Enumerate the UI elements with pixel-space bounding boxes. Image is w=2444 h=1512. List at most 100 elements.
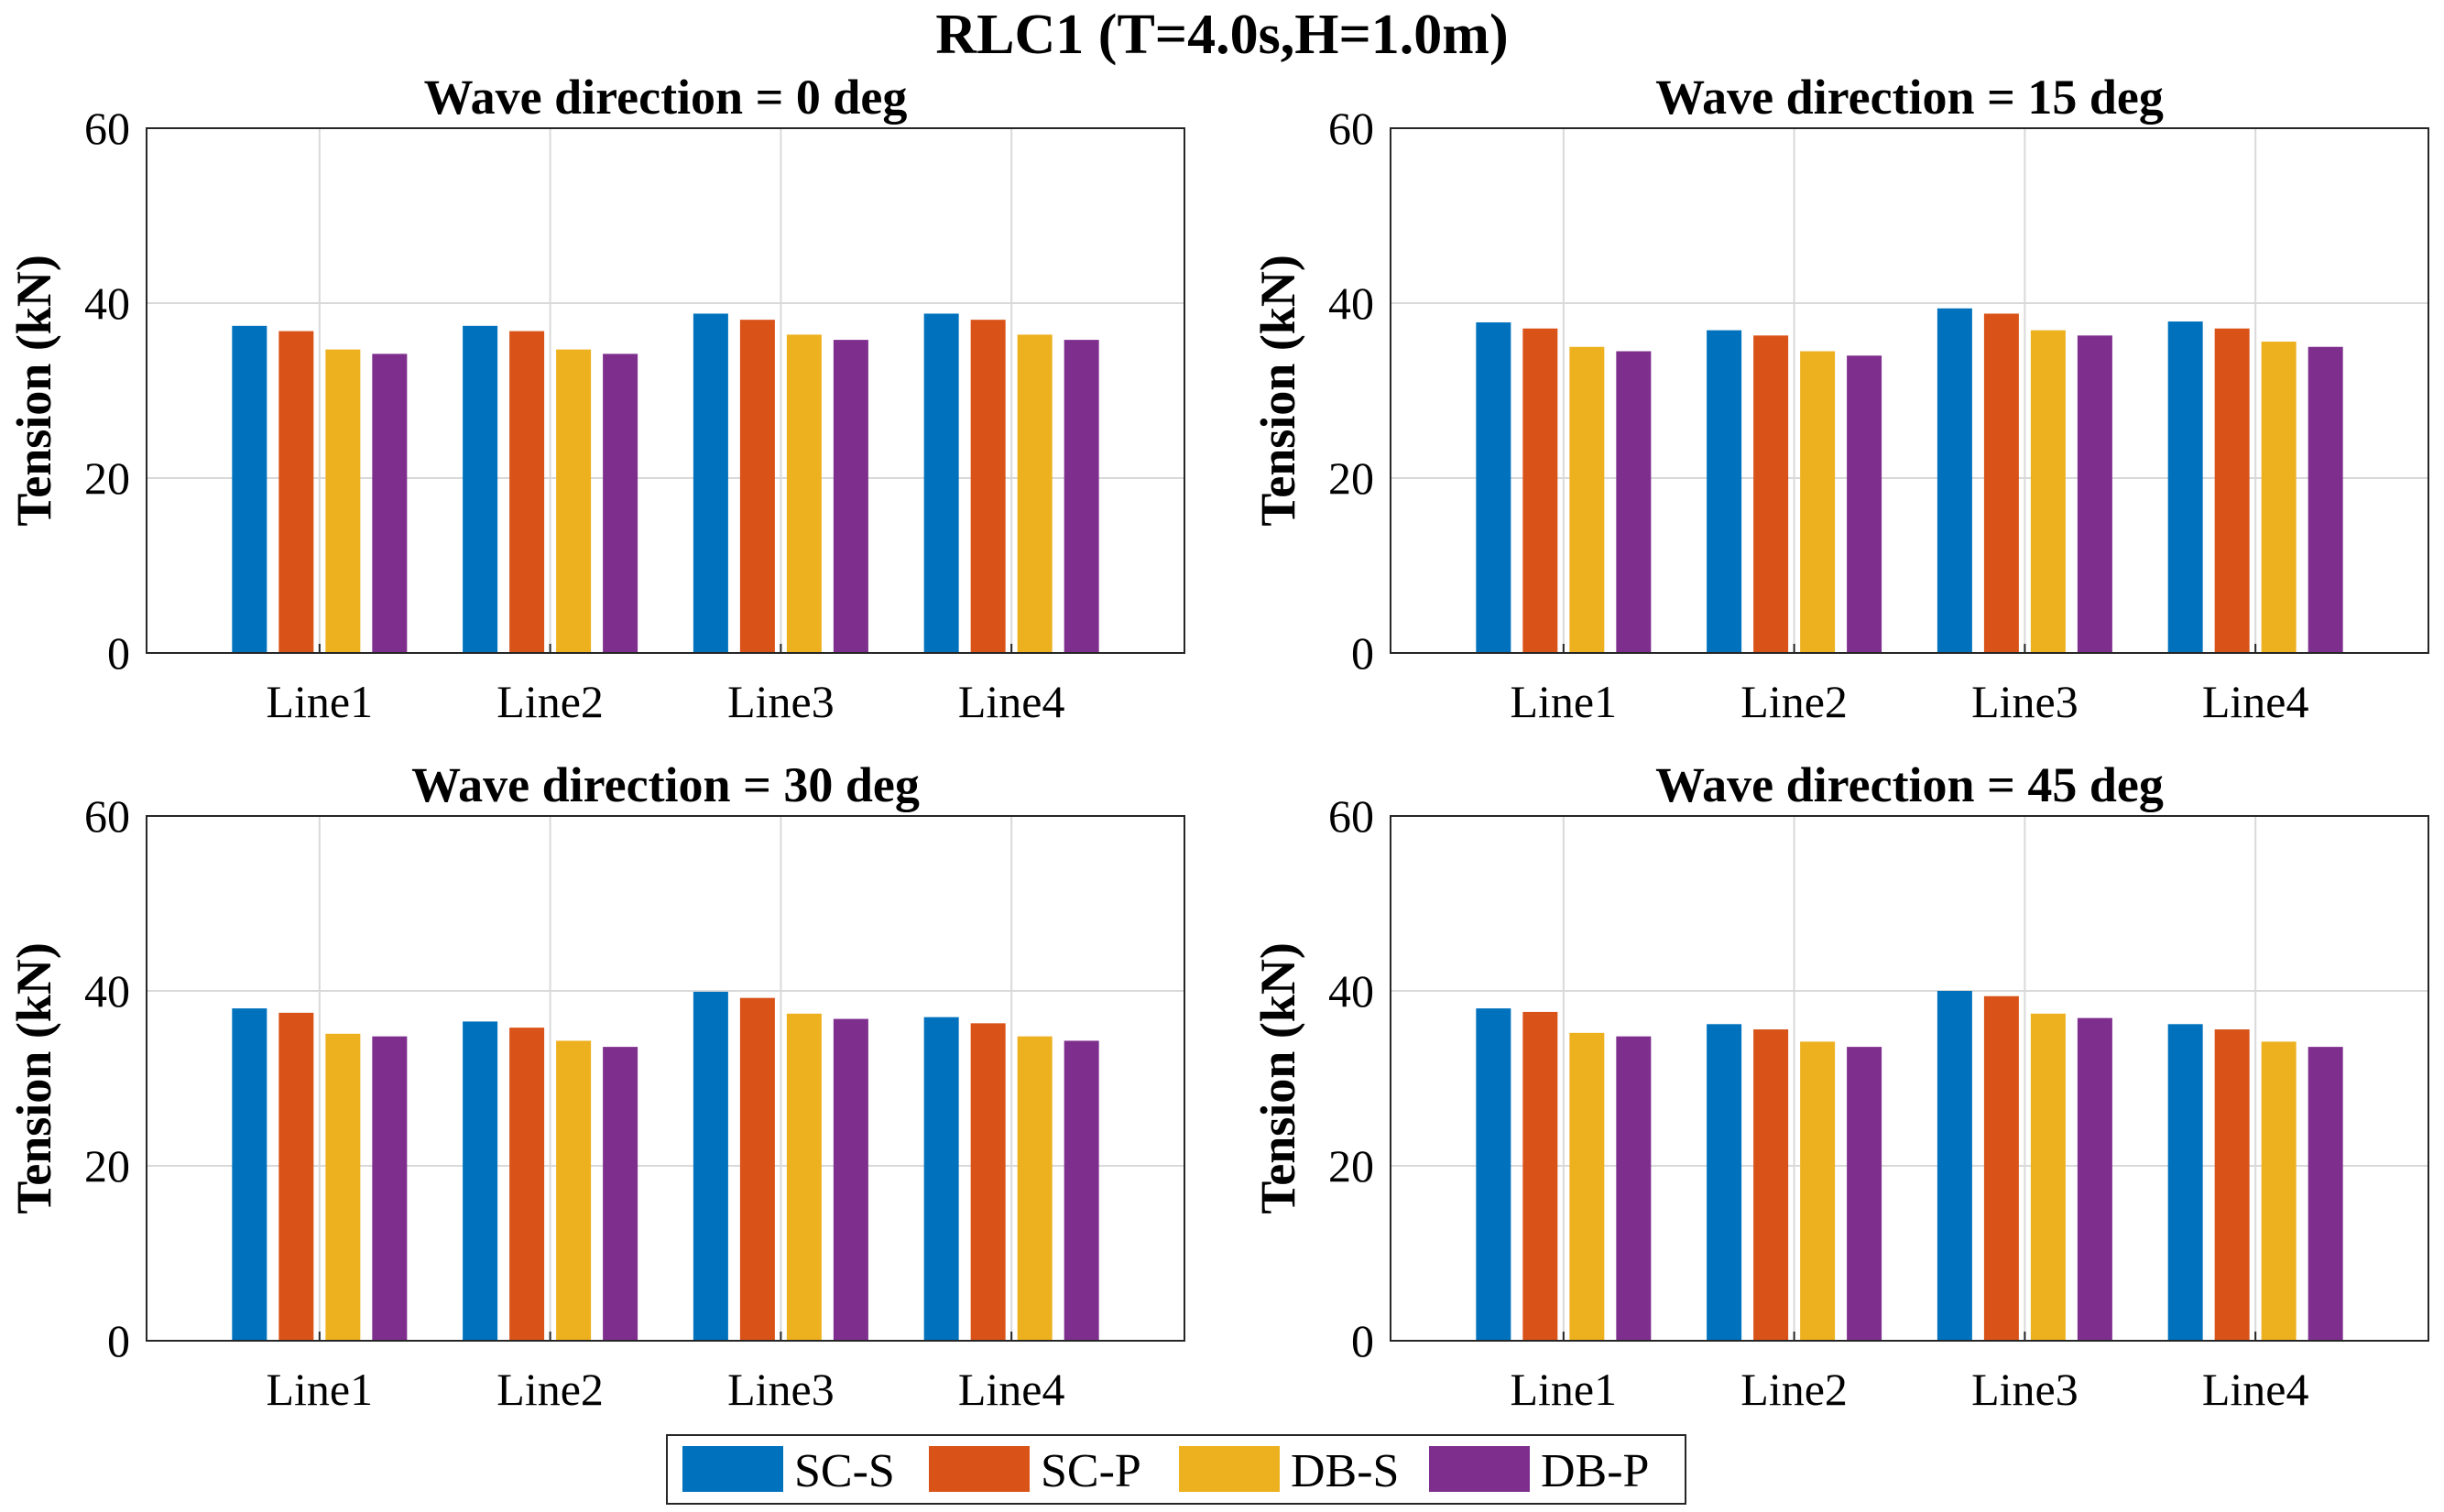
bar-sc-s-line3: [1937, 991, 1972, 1341]
subplot-title: Wave direction = 30 deg: [411, 757, 920, 812]
subplot-title: Wave direction = 45 deg: [1655, 757, 2164, 812]
bar-db-p-line1: [372, 354, 408, 653]
bar-db-p-line2: [1847, 1047, 1882, 1341]
subplot-2: 0 20 40 60 Line1 Line2 Line3 Line4 Wave directio…: [1250, 70, 2429, 727]
subplot-title: Wave direction = 0 deg: [424, 70, 908, 125]
legend: SC-S SC-P DB-S DB-P: [666, 1434, 1686, 1505]
bar-db-s-line1: [325, 349, 361, 653]
bar-sc-s-line3: [693, 991, 728, 1341]
bar-sc-p-line1: [1522, 1011, 1558, 1341]
x-tick-label: Line4: [958, 1364, 1065, 1415]
bar-db-s-line3: [2030, 330, 2066, 653]
y-tick-label: 60: [84, 790, 130, 842]
bar-db-s-line2: [1800, 1041, 1836, 1341]
bar-sc-p-line1: [1522, 328, 1558, 653]
bar-sc-s-line1: [232, 325, 267, 653]
bar-sc-p-line4: [2214, 1029, 2250, 1341]
y-axis-label: Tension (kN): [6, 255, 61, 527]
bar-db-p-line1: [372, 1036, 408, 1341]
y-tick-label: 20: [84, 1140, 130, 1191]
legend-swatch: [682, 1446, 783, 1492]
bar-db-p-line4: [2308, 346, 2343, 653]
bar-db-s-line3: [786, 1013, 822, 1341]
bar-db-p-line4: [2308, 1047, 2343, 1341]
axes-box: [146, 127, 1185, 654]
bar-db-s-line2: [1800, 351, 1836, 653]
legend-label: DB-S: [1291, 1445, 1399, 1497]
y-tick-label: 40: [1328, 277, 1374, 329]
bar-db-s-line1: [1569, 1032, 1605, 1341]
x-tick-label: Line2: [1740, 1364, 1848, 1415]
bar-sc-p-line2: [1753, 335, 1789, 653]
y-tick-label: 60: [1328, 790, 1374, 842]
x-tick-label: Line2: [496, 676, 604, 727]
bar-sc-s-line2: [1707, 1024, 1742, 1341]
y-tick-label: 20: [84, 452, 130, 504]
y-tick-label: 40: [1328, 965, 1374, 1017]
y-axis-label: Tension (kN): [1250, 942, 1305, 1214]
y-tick-label: 0: [1351, 627, 1374, 679]
legend-item-db-p: DB-P: [1429, 1445, 1649, 1497]
legend-swatch: [929, 1446, 1030, 1492]
bar-db-s-line4: [2261, 1041, 2297, 1341]
x-tick-label: Line1: [1511, 676, 1618, 727]
x-tick-label: Line1: [1511, 1364, 1618, 1415]
bar-sc-p-line1: [278, 1012, 314, 1341]
x-tick-label: Line4: [2202, 676, 2309, 727]
bar-db-s-line3: [2030, 1013, 2066, 1341]
legend-label: SC-P: [1041, 1445, 1141, 1497]
bar-sc-p-line3: [739, 320, 775, 653]
legend-item-sc-s: SC-S: [682, 1445, 895, 1497]
bar-sc-p-line3: [1983, 313, 2019, 653]
x-tick-label: Line1: [267, 1364, 374, 1415]
bar-db-p-line2: [1847, 355, 1882, 653]
bar-db-p-line3: [833, 1018, 868, 1341]
y-tick-label: 40: [84, 277, 130, 329]
bar-sc-p-line4: [2214, 328, 2250, 653]
y-tick-label: 0: [1351, 1315, 1374, 1366]
bar-db-p-line1: [1616, 1036, 1652, 1341]
bar-sc-p-line2: [509, 331, 545, 653]
bar-sc-s-line4: [2167, 321, 2203, 653]
bar-db-p-line3: [833, 340, 868, 653]
bar-db-s-line1: [1569, 346, 1605, 653]
subplot-1: 0 20 40 60 Line1 Line2 Line3 Line4 Wave directio…: [6, 70, 1185, 727]
legend-swatch: [1429, 1446, 1530, 1492]
x-tick-label: Line2: [496, 1364, 604, 1415]
bar-db-s-line2: [556, 349, 592, 653]
y-axis-label: Tension (kN): [1250, 255, 1305, 527]
bar-sc-s-line3: [1937, 308, 1972, 653]
x-tick-label: Line3: [727, 1364, 835, 1415]
legend-item-db-s: DB-S: [1179, 1445, 1399, 1497]
x-tick-label: Line1: [267, 676, 374, 727]
y-tick-label: 0: [107, 1315, 130, 1366]
subplot-3: 0 20 40 60 Line1 Line2 Line3 Line4 Wave directio…: [6, 757, 1185, 1415]
y-tick-label: 60: [84, 103, 130, 154]
bar-db-s-line1: [325, 1033, 361, 1341]
bar-sc-p-line2: [509, 1028, 545, 1341]
subplot-title: Wave direction = 15 deg: [1655, 70, 2164, 125]
subplot-grid: 0 20 40 60 Line1 Line2 Line3 Line4 Wave directio…: [6, 70, 2429, 1415]
axes-box: [146, 815, 1185, 1342]
legend-label: SC-S: [794, 1445, 895, 1497]
bar-db-s-line4: [1017, 1036, 1053, 1341]
bar-sc-s-line2: [463, 325, 498, 653]
bar-db-s-line2: [556, 1040, 592, 1341]
bar-sc-p-line4: [970, 320, 1006, 653]
bar-sc-p-line2: [1753, 1029, 1789, 1341]
y-tick-label: 20: [1328, 1140, 1374, 1191]
bar-db-p-line2: [603, 354, 638, 653]
figure-title: RLC1 (T=4.0s,H=1.0m): [935, 4, 1508, 66]
bar-db-s-line4: [2261, 342, 2297, 653]
bar-db-p-line3: [2077, 1017, 2112, 1341]
x-tick-label: Line3: [1971, 1364, 2078, 1415]
bar-db-p-line1: [1616, 351, 1652, 653]
bar-sc-s-line2: [463, 1021, 498, 1341]
bar-sc-s-line4: [923, 1017, 959, 1341]
x-tick-label: Line3: [727, 676, 835, 727]
bar-db-p-line4: [1064, 1040, 1099, 1341]
y-tick-label: 20: [1328, 452, 1374, 504]
x-tick-label: Line4: [2202, 1364, 2309, 1415]
bar-db-s-line4: [1017, 334, 1053, 653]
